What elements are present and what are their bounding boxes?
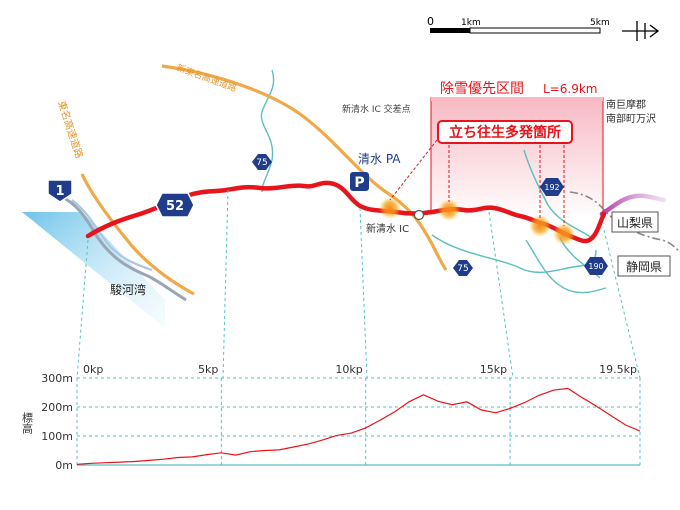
stuck-point-2 <box>438 199 460 221</box>
shimizu-pa-label: 清水 PA <box>358 152 401 166</box>
nanbu-label-line1: 南巨摩郡 <box>606 98 646 111</box>
y-tick-label-0: 0m <box>55 459 73 472</box>
prefecture-border <box>569 191 680 253</box>
route-1-shield-icon: 1 <box>47 179 73 203</box>
shin-tomei-label: 新東名高速道路 <box>175 62 238 95</box>
stuck-points <box>379 197 575 245</box>
route-190-shield-icon: 190 <box>584 257 608 275</box>
north-arrow-icon <box>622 21 660 41</box>
scale-tick-0: 0 <box>427 15 434 28</box>
x-tick-label-2: 10kp <box>335 363 362 376</box>
stuck-callout: 立ち往生多発箇所 <box>389 120 573 226</box>
svg-text:75: 75 <box>256 158 267 168</box>
elevation-profile-chart: 0m 100m 200m 300m 0kp 5kp 10kp 15kp 19.5kp 標高 <box>21 363 641 472</box>
y-axis-label: 標高 <box>21 411 34 435</box>
parking-icon <box>350 172 369 191</box>
x-tick-label-4: 19.5kp <box>599 363 637 376</box>
profile-leaders <box>76 189 641 379</box>
river-4 <box>525 239 607 294</box>
stuck-point-3 <box>529 215 551 237</box>
expressways <box>80 64 448 296</box>
stuck-point-1 <box>379 197 401 219</box>
shin-shimizu-junction-label: 新清水 IC 交差点 <box>342 103 411 115</box>
river-3 <box>523 149 593 239</box>
y-tick-label-1: 100m <box>41 430 73 443</box>
y-tick-label-3: 300m <box>41 372 73 385</box>
svg-text:190: 190 <box>588 262 603 271</box>
svg-text:52: 52 <box>166 199 184 214</box>
svg-text:1: 1 <box>55 184 64 199</box>
parking-icon-letter: P <box>354 175 364 191</box>
elevation-series-line <box>76 387 641 465</box>
route-52-shield-icon: 52 <box>155 192 195 218</box>
shin-tomei-expressway <box>161 64 448 271</box>
svg-text:192: 192 <box>544 183 559 192</box>
stuck-point-4 <box>553 223 575 245</box>
river-1 <box>260 69 275 193</box>
y-tick-label-2: 200m <box>41 401 73 414</box>
yamanashi-label: 山梨県 <box>617 216 653 230</box>
stuck-callout-label: 立ち往生多発箇所 <box>449 124 561 141</box>
shizuoka-label: 静岡県 <box>626 260 662 274</box>
svg-text:75: 75 <box>457 264 468 274</box>
x-tick-label-1: 5kp <box>198 363 218 376</box>
x-tick-label-0: 0kp <box>83 363 103 376</box>
stuck-callout-box <box>437 120 573 144</box>
scale-bar: 0 1km 5km <box>427 15 660 41</box>
shin-shimizu-ic-label: 新清水 IC <box>366 222 409 235</box>
snow-section-title: 除雪優先区間 <box>440 81 524 97</box>
scale-tick-5: 5km <box>590 18 610 28</box>
x-tick-label-3: 15kp <box>480 363 507 376</box>
suruga-bay-label: 駿河湾 <box>110 282 146 297</box>
route-75b-shield-icon: 75 <box>453 260 473 276</box>
scale-bar-segment-1 <box>430 28 470 33</box>
coastal-roads <box>59 194 187 302</box>
route-192-shield-icon: 192 <box>540 178 564 196</box>
suruga-bay <box>22 212 165 328</box>
shin-shimizu-ic-marker <box>413 209 425 221</box>
route-52-yamanashi <box>599 193 667 217</box>
nanbu-label-line2: 南部町万沢 <box>606 112 656 125</box>
scale-tick-1: 1km <box>461 18 481 28</box>
tomei-expressway <box>80 173 195 296</box>
route-1-secondary <box>71 199 153 272</box>
shizuoka-box <box>617 255 671 277</box>
snow-priority-band: 除雪優先区間 L=6.9km <box>430 81 604 219</box>
route-1-road <box>59 194 187 302</box>
route-75a-shield-icon: 75 <box>252 154 272 170</box>
yamanashi-box <box>611 211 659 233</box>
snow-section-length: L=6.9km <box>543 82 597 96</box>
tomei-label: 東名高速道路 <box>55 99 86 160</box>
scale-bar-segment-2 <box>469 27 601 34</box>
